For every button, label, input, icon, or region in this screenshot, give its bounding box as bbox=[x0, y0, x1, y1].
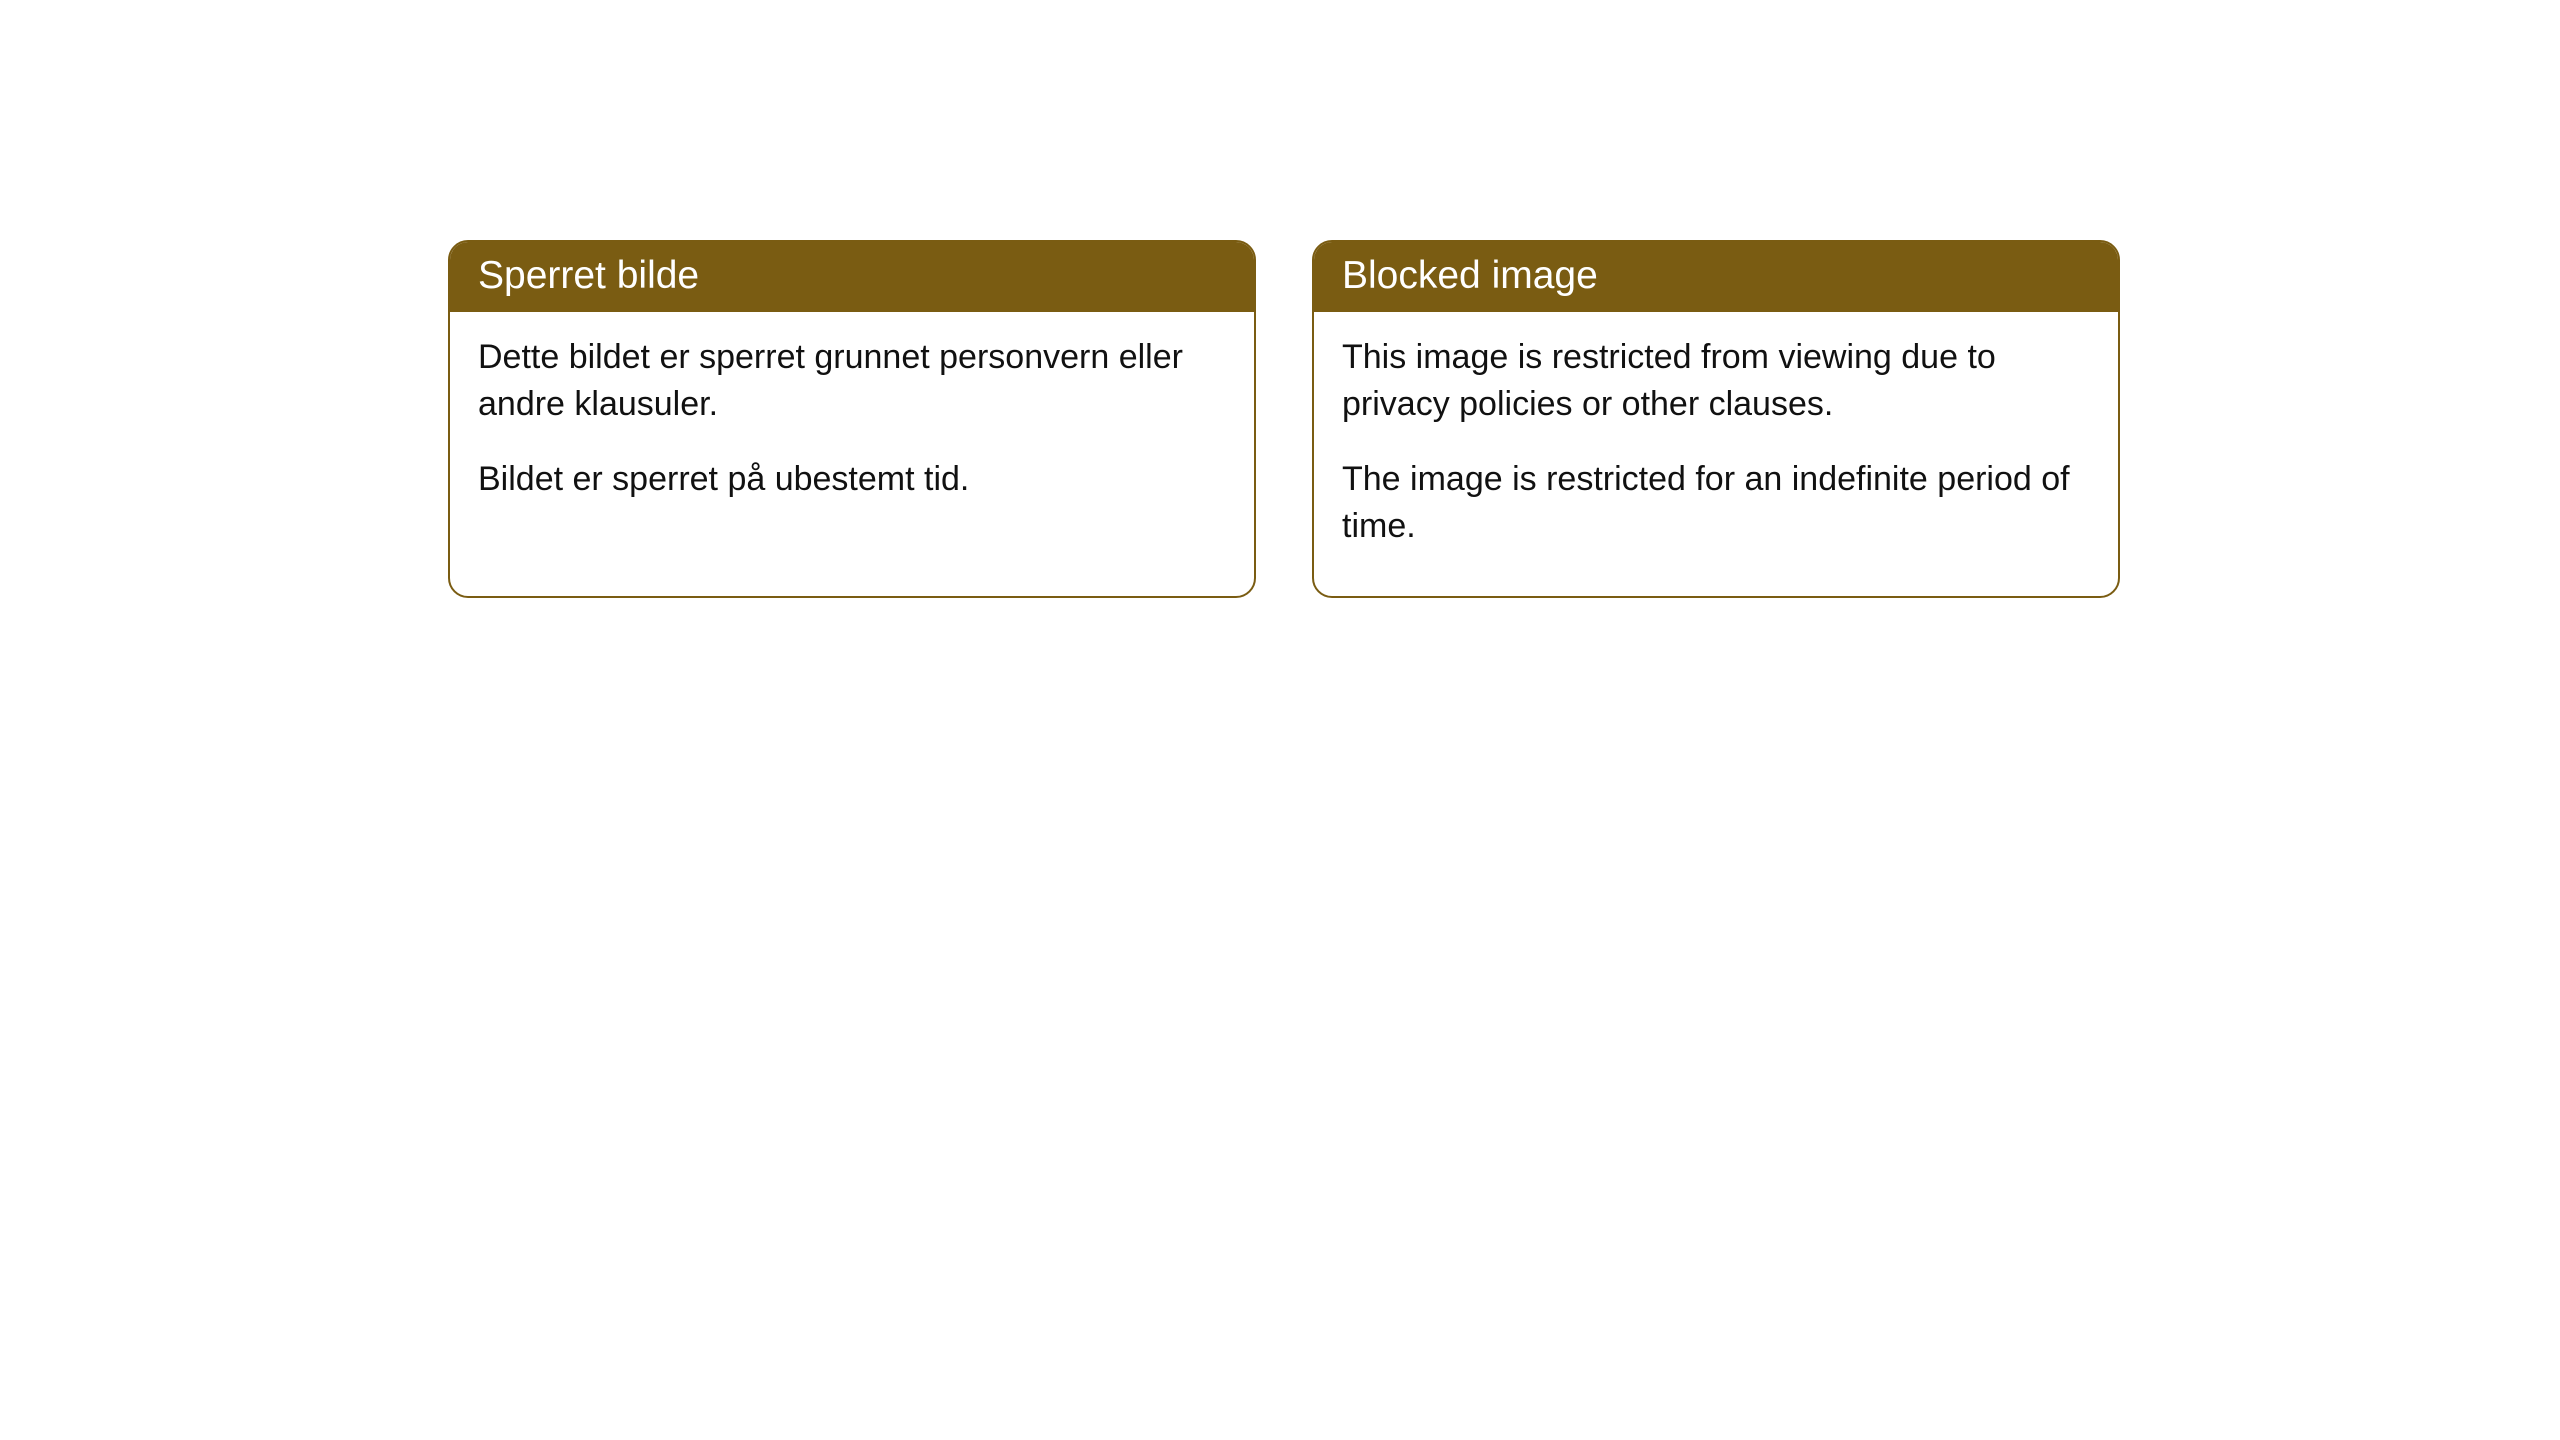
card-body: This image is restricted from viewing du… bbox=[1314, 312, 2118, 596]
blocked-image-card-en: Blocked image This image is restricted f… bbox=[1312, 240, 2120, 598]
card-header: Sperret bilde bbox=[450, 242, 1254, 312]
blocked-image-card-no: Sperret bilde Dette bildet er sperret gr… bbox=[448, 240, 1256, 598]
cards-container: Sperret bilde Dette bildet er sperret gr… bbox=[0, 0, 2560, 598]
card-body: Dette bildet er sperret grunnet personve… bbox=[450, 312, 1254, 549]
card-paragraph: This image is restricted from viewing du… bbox=[1342, 334, 2090, 428]
card-paragraph: Dette bildet er sperret grunnet personve… bbox=[478, 334, 1226, 428]
card-paragraph: The image is restricted for an indefinit… bbox=[1342, 456, 2090, 550]
card-header: Blocked image bbox=[1314, 242, 2118, 312]
card-paragraph: Bildet er sperret på ubestemt tid. bbox=[478, 456, 1226, 503]
